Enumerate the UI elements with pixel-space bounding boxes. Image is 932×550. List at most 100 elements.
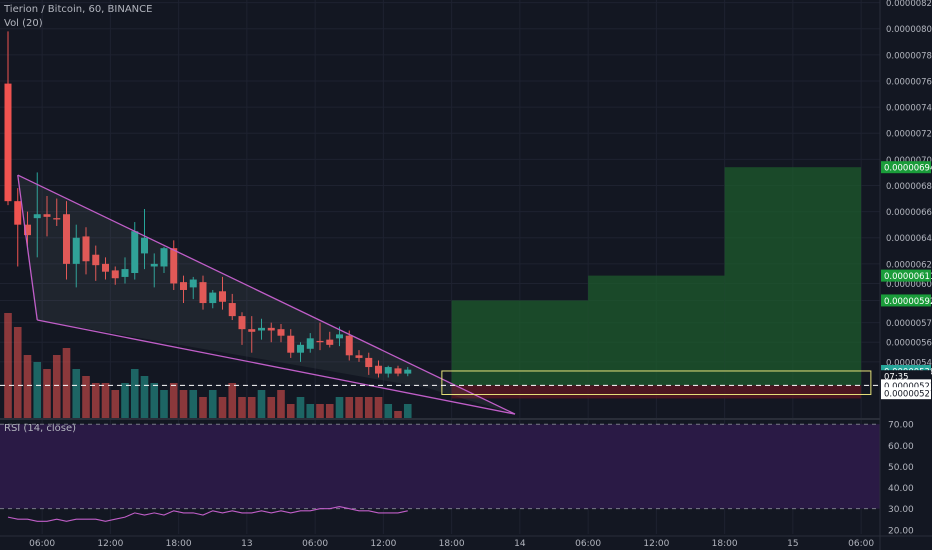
time-tick-label: 12:00 [370, 539, 396, 549]
wedge-upper-line [17, 174, 516, 415]
price-tick-label: 0.00000545 [886, 358, 932, 368]
price-badge-bg [881, 161, 931, 174]
candle-body [297, 344, 304, 353]
rsi-tick-label: 40.00 [888, 484, 914, 494]
candle-body [355, 355, 363, 358]
symbol-legend[interactable]: Tierion / Bitcoin, 60, BINANCE [4, 4, 153, 15]
volume-bar [33, 362, 42, 418]
candle-body [365, 357, 373, 368]
entry-box[interactable] [0, 370, 880, 395]
candle-body [287, 335, 295, 353]
rsi-band [0, 423, 880, 510]
candle-body [267, 327, 275, 331]
time-tick-label: 13 [241, 539, 252, 549]
price-badge-label: 0.00000527 [884, 390, 932, 400]
volume-bar [23, 355, 32, 418]
volume-bar [286, 404, 295, 418]
volume-bar [82, 376, 90, 418]
falling-wedge-drawing[interactable] [17, 174, 516, 415]
candle-body [43, 214, 51, 217]
volume-bar [374, 397, 383, 418]
price-badge-label: 07:35 [884, 373, 909, 383]
volume-bar [140, 376, 149, 418]
price-tick-label: 0.00000605 [886, 280, 932, 290]
candle-body [326, 339, 334, 345]
price-tick-label: 0.00000575 [886, 319, 932, 329]
candle-body [384, 367, 392, 374]
volume-bar [52, 355, 61, 418]
candle-body [189, 279, 197, 288]
volume-bar [238, 397, 246, 418]
time-tick-label: 12:00 [97, 539, 123, 549]
volume-bar [306, 404, 315, 418]
candle-body [248, 329, 256, 332]
candle-body [111, 270, 119, 279]
candle-body [219, 291, 226, 302]
price-badge-label: 0.00000592 [884, 297, 932, 307]
volume-bar [91, 383, 100, 418]
time-tick-label: 18:00 [166, 539, 192, 549]
candle-body [277, 329, 285, 336]
volume-bar [4, 313, 12, 418]
wedge-left-line [17, 174, 38, 321]
volume-bar [72, 369, 81, 418]
candle-body [150, 263, 158, 267]
rsi-tick-label: 30.00 [888, 505, 914, 515]
volume-bar [121, 383, 129, 418]
volume-bar [101, 383, 110, 418]
volume-bar [257, 390, 266, 418]
candle-body [24, 224, 31, 236]
position-boxes[interactable] [451, 167, 862, 399]
candle-body [238, 316, 246, 330]
candle-body [336, 334, 343, 339]
candle-body [345, 335, 353, 356]
volume-bar [199, 397, 207, 418]
time-tick-label: 15 [787, 539, 798, 549]
rsi-series [7, 505, 408, 522]
price-badge-bg [881, 269, 931, 282]
volume-bar [179, 390, 188, 418]
volume-bar [325, 404, 334, 418]
volume-bar [208, 390, 217, 418]
loss-zone [588, 385, 725, 399]
volume-bars [4, 313, 412, 418]
candle-body [306, 338, 314, 349]
price-badge-label: 0.00000694 [884, 164, 932, 174]
volume-bar [267, 397, 276, 418]
price-badge-label: 0.00000611 [884, 272, 932, 282]
candle-body [102, 263, 109, 272]
candle-body [121, 269, 129, 277]
volume-bar [189, 390, 198, 418]
candle-body [141, 237, 148, 254]
price-badge-bg [881, 387, 931, 400]
volume-bar [364, 397, 373, 418]
time-tick-label: 06:00 [29, 539, 55, 549]
price-badge-bg [881, 294, 931, 307]
rsi-legend[interactable]: RSI (14, close) [4, 423, 77, 434]
volume-bar [13, 327, 22, 418]
time-tick-label: 06:00 [848, 539, 874, 549]
volume-bar [355, 397, 363, 418]
profit-zone [451, 300, 589, 386]
candle-body [72, 237, 80, 264]
price-badge-label: 0.00000527 [884, 382, 932, 392]
profit-zone [724, 167, 862, 386]
time-tick-label: 18:00 [712, 539, 738, 549]
volume-bar [130, 369, 139, 418]
candle-body [170, 248, 178, 284]
volume-legend[interactable]: Vol (20) [4, 18, 43, 29]
volume-bar [296, 397, 305, 418]
loss-zone [724, 385, 862, 399]
candle-body [404, 369, 412, 374]
volume-bar [384, 404, 393, 418]
candle-body [33, 214, 41, 219]
candle-body [131, 231, 139, 274]
